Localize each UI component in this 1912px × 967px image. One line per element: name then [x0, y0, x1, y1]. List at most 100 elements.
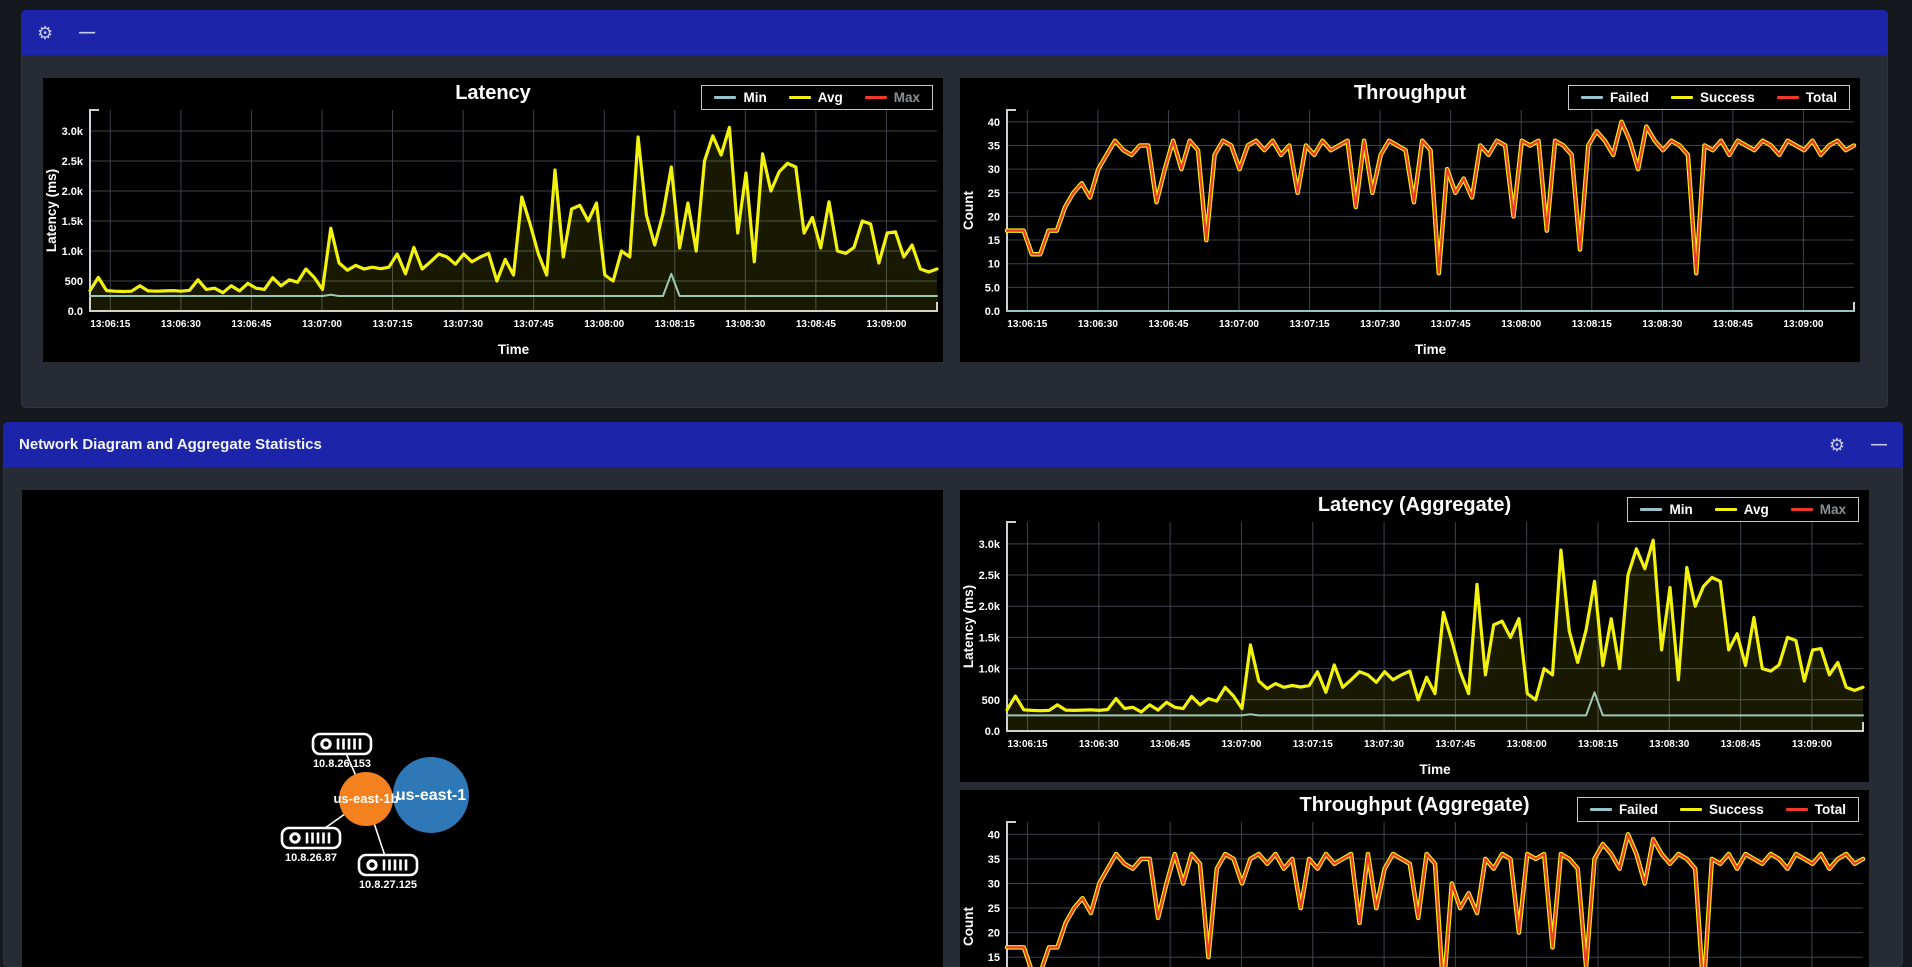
legend-swatch	[1714, 507, 1737, 512]
svg-text:Time: Time	[1419, 762, 1451, 777]
node-us-east-1b[interactable]	[339, 772, 393, 826]
network-window-titlebar[interactable]: Network Diagram and Aggregate Statistics…	[3, 422, 1903, 467]
svg-text:5.0: 5.0	[985, 282, 1000, 294]
svg-text:13:06:30: 13:06:30	[1079, 739, 1119, 750]
svg-text:13:06:15: 13:06:15	[1007, 319, 1047, 330]
node-label: us-east-1	[396, 787, 466, 804]
chart-legend: Failed Success Total	[1567, 85, 1850, 110]
legend-label: Total	[1814, 802, 1846, 817]
svg-text:13:06:15: 13:06:15	[90, 319, 130, 330]
throughput-chart-panel: Throughput Failed Success Total 0.0 5.0 10 15…	[960, 78, 1860, 362]
legend-item-max[interactable]: Max	[864, 90, 920, 105]
legend-label: Failed	[1618, 802, 1658, 817]
svg-text:20: 20	[988, 928, 1000, 940]
host-node-10.8.27.125[interactable]: 10.8.27.125	[357, 853, 419, 891]
legend-item-success[interactable]: Success	[1670, 90, 1755, 105]
latency-chart-panel: Latency Min Avg Max 0.0 500 1.0k 1.5k 2.0k 2.5k…	[43, 78, 943, 362]
chart-legend: Min Avg Max	[701, 85, 933, 110]
svg-text:Time: Time	[498, 342, 530, 357]
network-diagram-panel: us-east-1 us-east-1b 10.8.26.153 10.8.26.87…	[22, 490, 943, 967]
network-diagram[interactable]: us-east-1us-east-1b 10.8.26.153 10.8.26.87…	[22, 490, 943, 967]
host-node-10.8.26.87[interactable]: 10.8.26.87	[280, 826, 342, 864]
legend-item-min[interactable]: Min	[1640, 502, 1693, 517]
legend-swatch	[788, 95, 811, 100]
svg-text:13:07:45: 13:07:45	[1431, 319, 1471, 330]
chart-plot: 0.05.01015202530354013:06:1513:06:3013:0…	[961, 821, 1866, 967]
svg-text:13:08:30: 13:08:30	[725, 319, 765, 330]
svg-text:13:06:45: 13:06:45	[1150, 739, 1190, 750]
chart-plot: 0.0 500 1.0k 1.5k 2.0k 2.5k 3.0k 13:06:15 13:06:…	[961, 521, 1865, 777]
svg-text:13:07:30: 13:07:30	[443, 319, 483, 330]
network-window: Network Diagram and Aggregate Statistics…	[3, 422, 1903, 967]
chart-legend: Failed Success Total	[1576, 797, 1859, 822]
legend-item-total[interactable]: Total	[1776, 90, 1837, 105]
svg-text:13:08:00: 13:08:00	[1507, 739, 1547, 750]
svg-text:13:07:45: 13:07:45	[514, 319, 554, 330]
svg-text:25: 25	[988, 188, 1000, 200]
legend-label: Max	[1819, 502, 1846, 517]
host-node-10.8.26.153[interactable]: 10.8.26.153	[311, 732, 373, 770]
charts-window-titlebar[interactable]: ⚙ —	[21, 10, 1888, 55]
svg-text:0.0: 0.0	[985, 726, 1000, 738]
legend-item-failed[interactable]: Failed	[1580, 90, 1649, 105]
legend-swatch	[1670, 95, 1693, 100]
svg-text:3.0k: 3.0k	[979, 539, 1001, 551]
svg-text:13:07:15: 13:07:15	[1290, 319, 1330, 330]
legend-item-success[interactable]: Success	[1679, 802, 1764, 817]
svg-text:2.0k: 2.0k	[62, 186, 84, 198]
svg-text:2.5k: 2.5k	[62, 156, 84, 168]
legend-label: Min	[1669, 502, 1693, 517]
legend-swatch	[1785, 807, 1808, 812]
svg-text:Count: Count	[961, 191, 976, 230]
legend-item-avg[interactable]: Avg	[1714, 502, 1769, 517]
legend-item-failed[interactable]: Failed	[1589, 802, 1658, 817]
svg-text:13:06:15: 13:06:15	[1008, 739, 1048, 750]
svg-text:500: 500	[65, 276, 83, 288]
minimize-icon[interactable]: —	[1871, 435, 1887, 453]
gear-icon[interactable]: ⚙	[37, 22, 54, 43]
legend-item-min[interactable]: Min	[714, 90, 767, 105]
svg-text:13:07:15: 13:07:15	[373, 319, 413, 330]
svg-text:13:08:45: 13:08:45	[796, 319, 836, 330]
gear-icon[interactable]: ⚙	[1828, 434, 1845, 455]
svg-text:13:08:15: 13:08:15	[655, 319, 695, 330]
svg-text:13:07:45: 13:07:45	[1435, 739, 1475, 750]
svg-text:40: 40	[988, 829, 1000, 841]
svg-text:20: 20	[988, 211, 1000, 223]
svg-text:13:08:45: 13:08:45	[1721, 739, 1761, 750]
svg-text:13:07:00: 13:07:00	[1221, 739, 1261, 750]
svg-text:Latency (ms): Latency (ms)	[44, 169, 59, 252]
svg-text:3.0k: 3.0k	[62, 126, 84, 138]
legend-label: Success	[1708, 802, 1764, 817]
svg-text:35: 35	[988, 854, 1000, 866]
legend-label: Max	[893, 90, 920, 105]
legend-swatch	[1580, 95, 1603, 100]
host-ip-label: 10.8.26.87	[285, 852, 337, 864]
svg-text:13:08:15: 13:08:15	[1578, 739, 1618, 750]
chart-plot: 0.0 500 1.0k 1.5k 2.0k 2.5k 3.0k 13:06:15 13:06:…	[44, 109, 939, 357]
legend-label: Failed	[1609, 90, 1649, 105]
svg-text:13:08:00: 13:08:00	[584, 319, 624, 330]
svg-text:13:09:00: 13:09:00	[1783, 319, 1823, 330]
legend-label: Total	[1805, 90, 1837, 105]
legend-item-avg[interactable]: Avg	[788, 90, 843, 105]
svg-text:13:09:00: 13:09:00	[866, 319, 906, 330]
svg-text:13:08:15: 13:08:15	[1572, 319, 1612, 330]
minimize-icon[interactable]: —	[79, 23, 96, 41]
svg-text:25: 25	[988, 903, 1000, 915]
svg-text:40: 40	[988, 117, 1000, 129]
svg-text:0.0: 0.0	[985, 306, 1000, 318]
node-us-east-1[interactable]	[393, 757, 469, 833]
svg-text:13:06:45: 13:06:45	[1148, 319, 1188, 330]
throughput-aggregate-chart-panel: Throughput (Aggregate) Failed Success Tota…	[960, 790, 1869, 967]
svg-text:13:07:00: 13:07:00	[302, 319, 342, 330]
legend-item-total[interactable]: Total	[1785, 802, 1846, 817]
svg-text:13:07:30: 13:07:30	[1360, 319, 1400, 330]
legend-label: Avg	[817, 90, 843, 105]
legend-item-max[interactable]: Max	[1790, 502, 1846, 517]
svg-text:0.0: 0.0	[68, 306, 83, 318]
svg-text:13:07:00: 13:07:00	[1219, 319, 1259, 330]
svg-text:Count: Count	[961, 907, 976, 946]
svg-text:13:08:45: 13:08:45	[1713, 319, 1753, 330]
